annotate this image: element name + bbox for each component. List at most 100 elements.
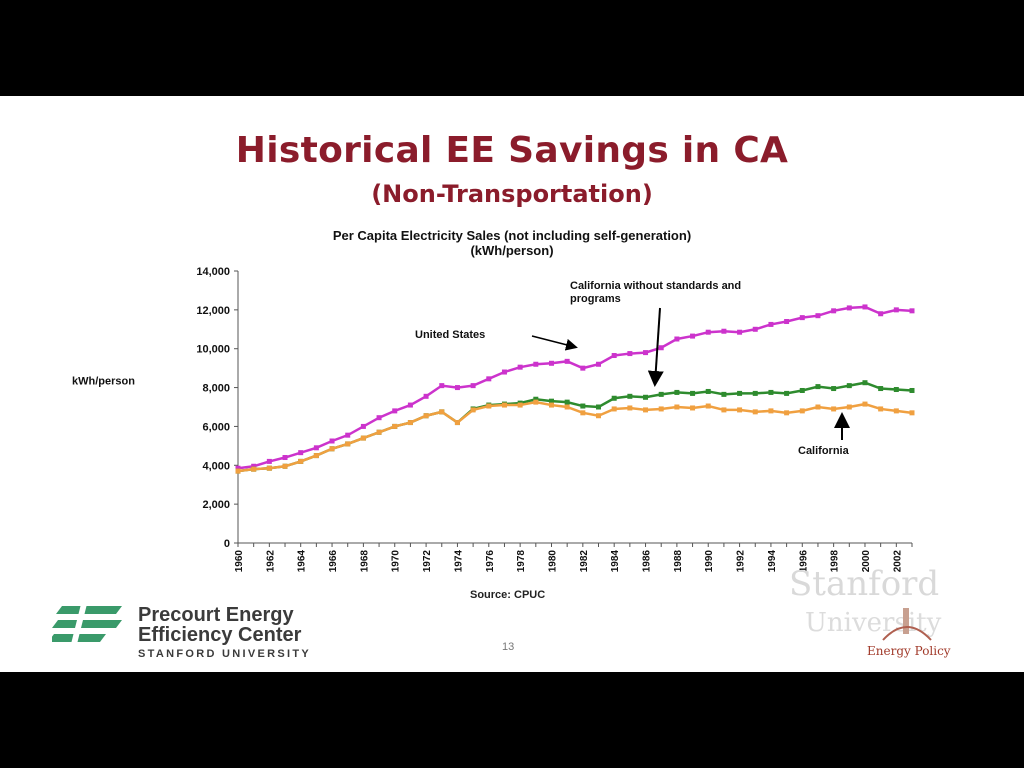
data-point	[643, 407, 649, 413]
data-point	[360, 435, 366, 441]
annotation-arrow-united-states	[531, 335, 578, 351]
series-2	[235, 399, 915, 474]
data-point	[439, 409, 445, 415]
logo-line-2: Efficiency Center	[138, 624, 302, 646]
series-1	[235, 380, 915, 474]
x-tick-label: 1982	[579, 550, 590, 573]
line-chart: 0 2,000 4,000 6,000 8,000 10,000 12,000 14,000 1…	[72, 266, 915, 573]
y-tick-label: 0	[224, 538, 230, 550]
data-point	[674, 389, 680, 395]
data-point	[831, 406, 837, 412]
data-point	[627, 393, 633, 399]
data-point	[392, 423, 398, 429]
data-point	[768, 408, 774, 414]
y-tick-label: 4,000	[202, 460, 230, 472]
data-point	[627, 351, 633, 357]
data-point	[266, 465, 272, 471]
data-point	[580, 410, 586, 416]
data-point	[705, 329, 711, 335]
data-point	[329, 438, 335, 444]
x-tick-label: 1962	[265, 550, 276, 573]
x-tick-label: 1976	[485, 550, 496, 573]
data-point	[548, 360, 554, 366]
x-tick-label: 1964	[297, 550, 308, 573]
data-point	[799, 315, 805, 321]
chart-axes: 0 2,000 4,000 6,000 8,000 10,000 12,000 14,000 1…	[72, 266, 913, 573]
data-point	[784, 410, 790, 416]
data-point	[643, 394, 649, 400]
x-tick-label: 1986	[642, 550, 653, 573]
series-0	[235, 304, 915, 471]
x-tick-label: 1978	[516, 550, 527, 573]
data-point	[893, 307, 899, 313]
annotation-california: California	[798, 445, 850, 457]
data-point	[564, 399, 570, 405]
data-point	[705, 403, 711, 409]
data-point	[799, 387, 805, 393]
data-point	[235, 465, 241, 471]
chart-title-block: Per Capita Electricity Sales (not includ…	[0, 228, 1024, 258]
data-point	[674, 336, 680, 342]
data-point	[282, 455, 288, 461]
data-point	[784, 319, 790, 325]
x-tick-label: 2002	[892, 550, 903, 573]
data-point	[690, 390, 696, 396]
x-tick-label: 1970	[391, 550, 402, 573]
chart-series	[235, 304, 915, 474]
data-point	[517, 364, 523, 370]
data-point	[517, 402, 523, 408]
data-point	[674, 404, 680, 410]
chart-annotations: United States California without standar…	[415, 280, 850, 457]
annotation-cws-line1: California without standards and	[570, 280, 741, 292]
data-point	[360, 423, 366, 429]
y-tick-label: 10,000	[196, 344, 230, 356]
data-point	[737, 329, 743, 335]
x-tick-label: 1972	[422, 550, 433, 573]
y-tick-label: 12,000	[196, 305, 230, 317]
data-point	[376, 415, 382, 421]
data-point	[862, 380, 868, 386]
page-number: 13	[502, 641, 515, 653]
data-point	[251, 463, 257, 469]
data-point	[846, 404, 852, 410]
x-tick-label: 1980	[547, 550, 558, 573]
x-tick-label: 1998	[830, 550, 841, 573]
x-tick-label: 1974	[453, 550, 464, 573]
x-tick-label: 1984	[610, 550, 621, 573]
data-point	[251, 466, 257, 472]
data-point	[533, 396, 539, 402]
y-tick-label: 2,000	[202, 499, 230, 511]
y-tick-label: 6,000	[202, 421, 230, 433]
slide-title: Historical EE Savings in CA	[235, 130, 789, 171]
y-axis-label: kWh/person	[72, 376, 135, 388]
slide-subtitle: (Non-Transportation)	[371, 180, 653, 208]
data-point	[831, 308, 837, 314]
data-point	[580, 403, 586, 409]
data-point	[721, 328, 727, 334]
annotation-united-states: United States	[415, 329, 485, 341]
data-point	[846, 383, 852, 389]
data-point	[454, 385, 460, 391]
chart-source: Source: CPUC	[470, 589, 546, 601]
data-point	[533, 361, 539, 367]
data-point	[784, 390, 790, 396]
data-point	[768, 389, 774, 395]
data-point	[266, 458, 272, 464]
data-point	[313, 445, 319, 451]
data-point	[658, 345, 664, 351]
data-point	[298, 450, 304, 456]
data-point	[470, 407, 476, 413]
data-point	[611, 406, 617, 412]
chart-title: Per Capita Electricity Sales (not includ…	[332, 228, 692, 243]
x-tick-label: 1994	[767, 550, 778, 573]
data-point	[486, 403, 492, 409]
x-tick-label: 1968	[359, 550, 370, 573]
data-point	[470, 383, 476, 389]
data-point	[752, 390, 758, 396]
data-point	[392, 408, 398, 414]
data-point	[909, 387, 915, 393]
data-point	[846, 305, 852, 311]
annotation-arrow-california-without-standards	[647, 307, 664, 387]
data-point	[737, 407, 743, 413]
data-point	[439, 383, 445, 389]
